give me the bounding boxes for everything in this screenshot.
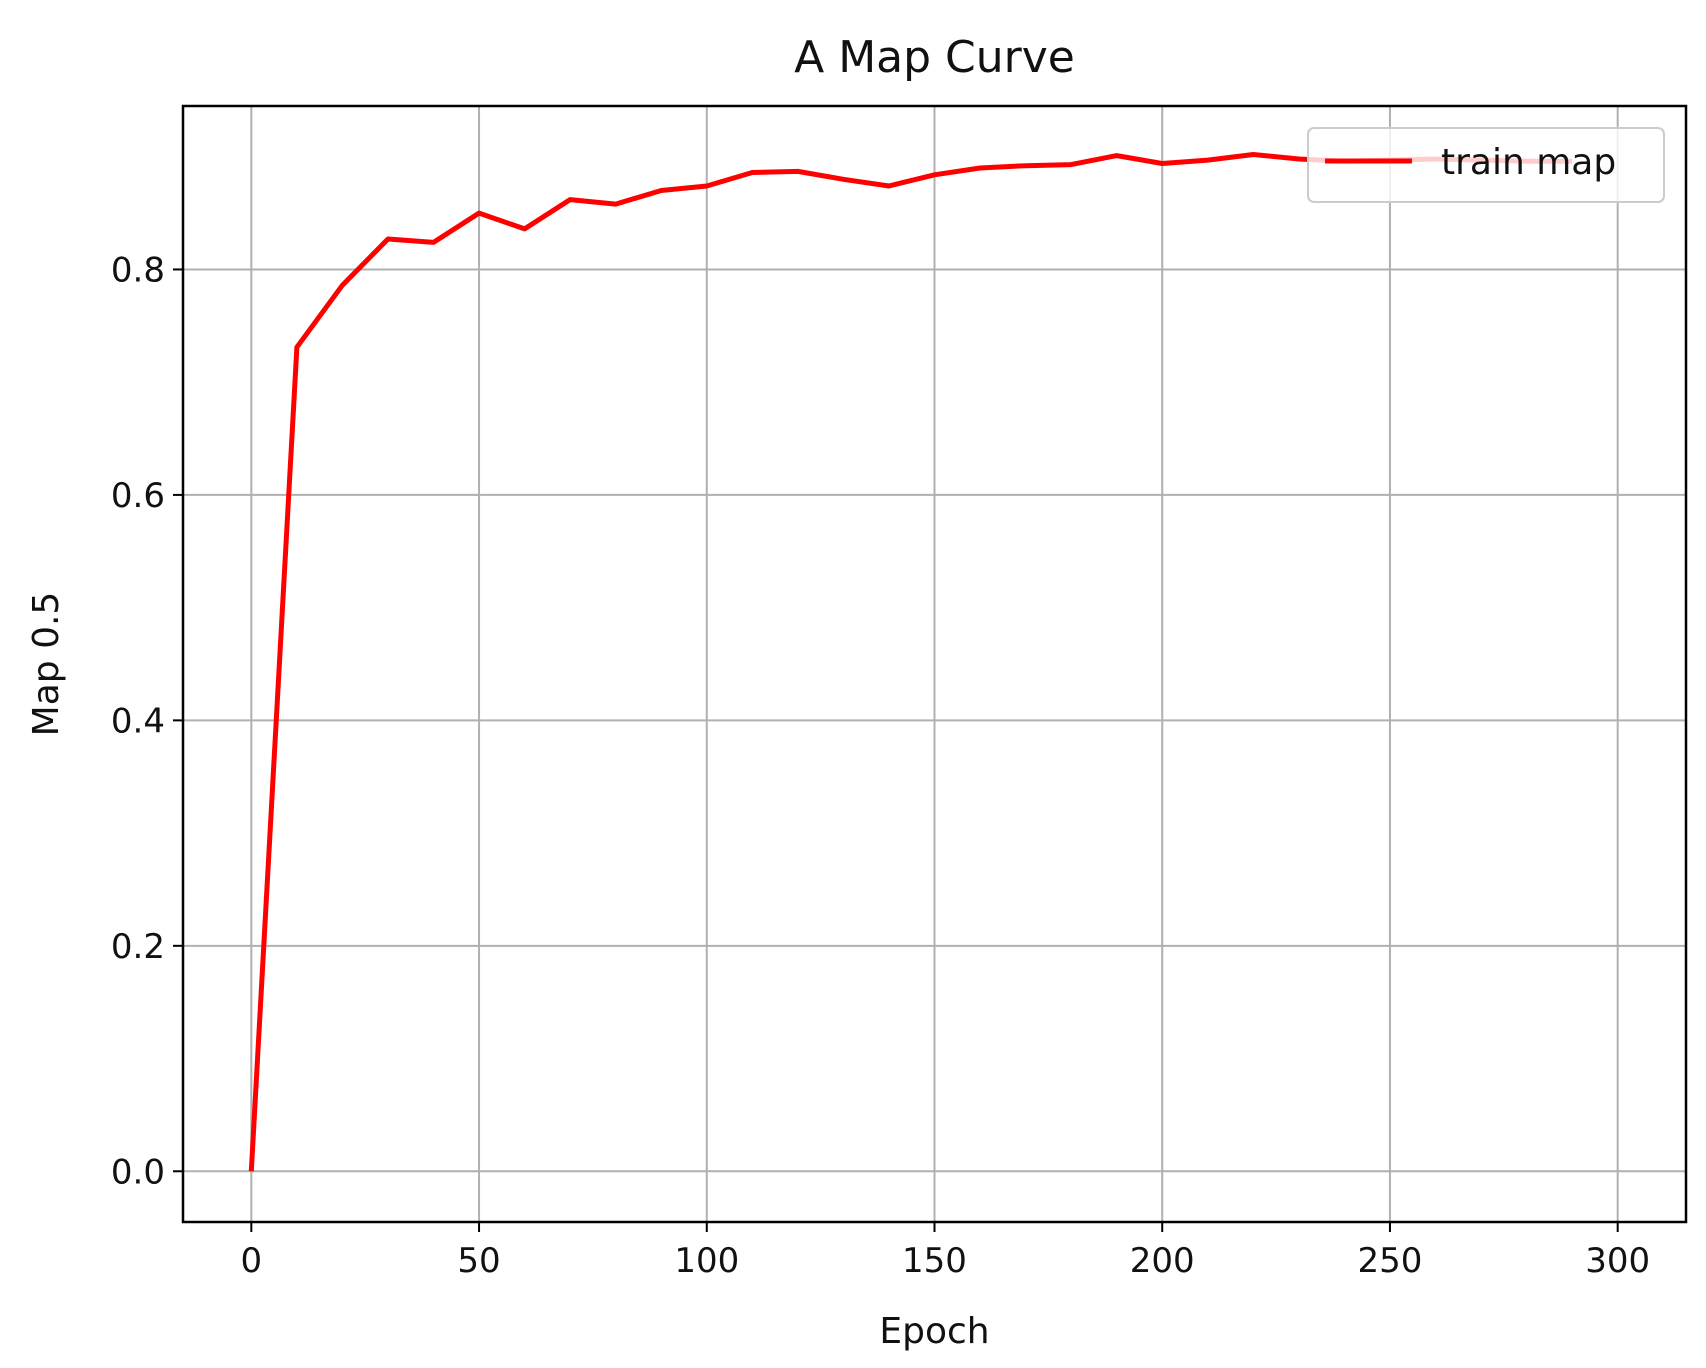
legend-box xyxy=(1307,127,1665,203)
grid xyxy=(183,106,1686,1222)
x-tick-label: 200 xyxy=(1130,1241,1195,1281)
legend-label: train map xyxy=(1441,142,1616,183)
x-tick-label: 100 xyxy=(674,1241,739,1281)
x-tick-label: 150 xyxy=(902,1241,967,1281)
y-axis-label: Map 0.5 xyxy=(26,592,67,737)
y-tick-label: 0.0 xyxy=(111,1152,165,1192)
y-tick-label: 0.4 xyxy=(111,701,165,741)
y-tick-label: 0.8 xyxy=(111,250,165,290)
x-tick-label: 50 xyxy=(457,1241,500,1281)
x-tick-label: 300 xyxy=(1585,1241,1650,1281)
legend: train map xyxy=(1307,127,1665,203)
x-tick-label: 250 xyxy=(1358,1241,1423,1281)
x-tick-label: 0 xyxy=(240,1241,262,1281)
ticks: 0 50 100 150 200 250 300 0.0 0.2 0.4 0.6 0.8 xyxy=(111,250,1650,1281)
y-tick-label: 0.6 xyxy=(111,476,165,516)
y-tick-label: 0.2 xyxy=(111,927,165,967)
x-axis-label: Epoch xyxy=(879,1311,989,1352)
chart-title: A Map Curve xyxy=(794,32,1075,83)
